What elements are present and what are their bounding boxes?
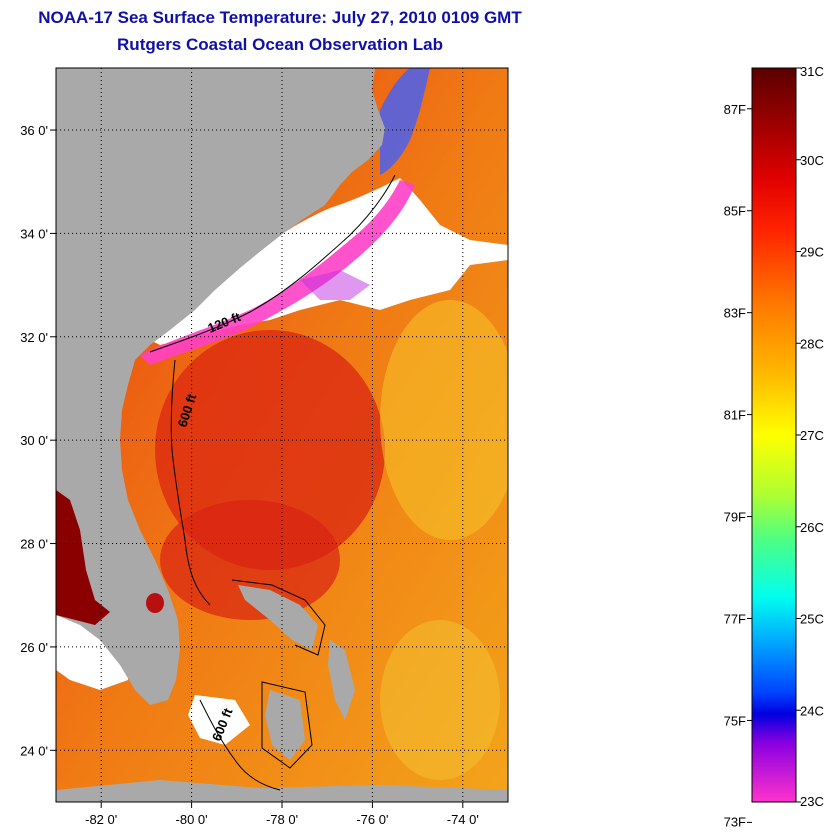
graticule — [50, 68, 508, 808]
lat-tick-label: 36 0' — [20, 123, 48, 138]
map-title: NOAA-17 Sea Surface Temperature: July 27… — [38, 8, 522, 27]
contour-120ft — [149, 174, 396, 353]
warm-core-south — [160, 500, 340, 620]
colorbar-f-label: 75F — [724, 713, 746, 728]
lon-tick-label: -78 0' — [266, 812, 298, 827]
contour-600ft — [170, 359, 211, 606]
land-bahamas-east — [328, 640, 355, 720]
colorbar-c-label: 26C — [800, 520, 824, 535]
lon-tick-label: -82 0' — [85, 812, 117, 827]
lat-tick-label: 24 0' — [20, 743, 48, 758]
map-frame: 120 ft 600 ft 600 ft -82 0' -80 0' -78 0' -… — [20, 67, 509, 827]
land-us-southeast — [56, 68, 385, 705]
lake — [146, 593, 164, 613]
lat-tick-label: 30 0' — [20, 433, 48, 448]
colorbar-f-label: 87F — [724, 102, 746, 117]
contour-bahamas — [231, 579, 326, 769]
colorbar-c-label: 28C — [800, 336, 824, 351]
colorbar-c-label: 25C — [800, 612, 824, 627]
contour-600ft-south — [199, 699, 281, 791]
colorbar: 31C 30C 29C 28C 27C 26C 25C 24C 23C 87F 85F 83F 81F 7… — [724, 64, 824, 829]
colorbar-f-label: 83F — [724, 306, 746, 321]
lat-tick-label: 34 0' — [20, 226, 48, 241]
warm-gulf — [56, 490, 110, 625]
colorbar-c-label: 27C — [800, 428, 824, 443]
lon-tick-label: -76 0' — [356, 812, 388, 827]
colorbar-c-label: 24C — [800, 703, 824, 718]
cool-coastal-band — [140, 180, 415, 365]
colorbar-f-label: 73F — [724, 814, 746, 829]
lat-tick-label: 26 0' — [20, 640, 48, 655]
land-bahamas-andros — [265, 690, 305, 760]
map-border — [55, 67, 509, 803]
yellow-zone-southeast — [380, 620, 500, 780]
lat-tick-label: 32 0' — [20, 330, 48, 345]
lon-tick-label: -80 0' — [176, 812, 208, 827]
lat-tick-label: 28 0' — [20, 537, 48, 552]
colorbar-f-label: 81F — [724, 408, 746, 423]
colorbar-c-label: 31C — [800, 64, 824, 79]
land-south-edge — [56, 780, 508, 802]
colorbar-gradient — [751, 67, 797, 803]
cloud-region-southwest — [56, 615, 130, 690]
lon-tick-label: -74 0' — [447, 812, 479, 827]
colorbar-f-label: 77F — [724, 612, 746, 627]
colorbar-c-label: 23C — [800, 794, 824, 809]
colorbar-f-label: 79F — [724, 510, 746, 525]
colorbar-labels: 31C 30C 29C 28C 27C 26C 25C 24C 23C 87F 85F 83F 81F 7… — [724, 64, 824, 829]
cool-patches-mid — [300, 270, 370, 300]
cool-northern-current — [380, 68, 430, 175]
colorbar-c-label: 30C — [800, 153, 824, 168]
colorbar-c-label: 29C — [800, 245, 824, 260]
axis-labels: -82 0' -80 0' -78 0' -76 0' -74 0' 24 0' 26 0'… — [20, 123, 479, 827]
land-bahamas-north — [238, 585, 318, 650]
yellow-zone-east — [380, 300, 508, 540]
map-subtitle: Rutgers Coastal Ocean Observation Lab — [117, 35, 443, 54]
colorbar-f-label: 85F — [724, 204, 746, 219]
